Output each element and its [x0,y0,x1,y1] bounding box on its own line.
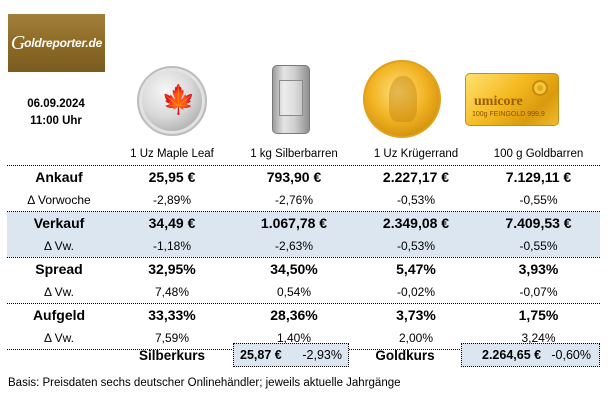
table-cell: 1,40% [276,330,312,345]
table-cell: 34,50% [270,261,318,278]
table-row-verkauf: Verkauf 34,49 € 1.067,78 € 2.349,08 € 7.… [7,212,600,235]
row-label: Δ Vw. [43,238,75,253]
table-cell: -2,89% [152,192,192,207]
bar-brand: umicore [474,94,523,109]
column-header-maple-leaf: 1 Uz Maple Leaf [130,148,214,160]
table-cell: 3,73% [396,307,436,324]
table-cell: 33,33% [148,307,196,324]
row-label: Ankauf [35,169,83,186]
table-cell: 2.227,17 € [382,169,450,186]
table-cell: -0,02% [396,284,436,299]
table-cell: -0,55% [519,192,558,207]
ankauf-group: Ankauf 25,95 € 793,90 € 2.227,17 € 7.129… [7,165,600,211]
silberkurs-label: Silberkurs [138,347,206,363]
table-cell: -2,63% [274,238,314,253]
row-label: Verkauf [33,215,85,232]
table-cell: 3,24% [521,330,556,345]
table-cell: 7,48% [154,284,190,299]
goldkurs-box: 2.264,65 € -0,60% [461,343,600,367]
row-label: Spread [35,261,83,278]
table-row-spread: Spread 32,95% 34,50% 5,47% 3,93% [7,258,600,281]
table-row-ankauf: Ankauf 25,95 € 793,90 € 2.227,17 € 7.129… [7,166,600,189]
table-cell: 1,75% [518,307,559,324]
table-cell: -0,07% [519,284,558,299]
table-row-verkauf-delta: Δ Vw. -1,18% -2,63% -0,53% -0,55% [7,234,600,257]
table-cell: -1,18% [152,238,192,253]
timestamp: 06.09.2024 11:00 Uhr [12,96,100,130]
gold-krugerrand-coin-icon [363,60,441,138]
column-header-kruegerrand: 1 Uz Krügerrand [373,148,459,160]
table-cell: 28,36% [270,307,318,324]
silberkurs-price: 25,87 € [240,348,282,362]
table-cell: 793,90 € [266,169,322,186]
date: 06.09.2024 [27,98,85,110]
table-cell: 1.067,78 € [260,215,328,232]
table-cell: 0,54% [276,284,312,299]
table-row-spread-delta: Δ Vw. 7,48% 0,54% -0,02% -0,07% [7,281,600,304]
table-row-aufgeld: Aufgeld 33,33% 28,36% 3,73% 1,75% [7,304,600,327]
verkauf-group: Verkauf 34,49 € 1.067,78 € 2.349,08 € 7.… [7,211,600,257]
table-cell: -0,55% [519,238,558,253]
table-cell: 32,95% [148,261,196,278]
goldkurs-change: -0,60% [551,348,591,362]
row-label: Δ Vw. [43,330,75,345]
table-cell: 2,00% [398,330,434,345]
goldkurs-label: Goldkurs [375,347,435,363]
silberkurs-box: 25,87 € -2,93% [233,343,349,367]
column-header-goldbarren: 100 g Goldbarren [493,148,584,160]
table-cell: 7.129,11 € [505,169,572,186]
table-cell: 25,95 € [148,169,196,186]
table-cell: 2.349,08 € [382,215,450,232]
time: 11:00 Uhr [30,115,82,127]
table-cell: 5,47% [396,261,436,278]
row-label: Δ Vorwoche [27,192,91,207]
table-cell: 34,49 € [148,215,196,232]
goldkurs-price: 2.264,65 € [482,348,542,362]
bar-text: 100g FEINGOLD 999,9 [472,111,545,118]
logo-initial: G [10,31,26,54]
row-label: Δ Vw. [43,284,75,299]
table-cell: 7.409,53 € [505,215,572,232]
aufgeld-group: Aufgeld 33,33% 28,36% 3,73% 1,75% Δ Vw. … [7,303,600,349]
column-header-silberbarren: 1 kg Silberbarren [250,148,338,160]
table-cell: 7,59% [154,330,190,345]
table-cell: -0,53% [396,238,436,253]
spot-price-row: Silberkurs 25,87 € -2,93% Goldkurs 2.264… [7,343,600,367]
table-row-aufgeld-delta: Δ Vw. 7,59% 1,40% 2,00% 3,24% [7,327,600,350]
price-table: Ankauf 25,95 € 793,90 € 2.227,17 € 7.129… [7,165,600,350]
table-row-ankauf-delta: Δ Vorwoche -2,89% -2,76% -0,53% -0,55% [7,189,600,212]
row-label: Aufgeld [32,307,86,324]
spread-group: Spread 32,95% 34,50% 5,47% 3,93% Δ Vw. 7… [7,257,600,303]
silver-maple-leaf-coin-icon: 🍁 [137,66,207,136]
table-cell: 3,93% [518,261,559,278]
table-cell: -0,53% [396,192,436,207]
logo-text: oldreporter.de [24,36,103,50]
silberkurs-change: -2,93% [302,348,342,362]
footnote: Basis: Preisdaten sechs deutscher Online… [8,377,401,389]
table-cell: -2,76% [274,192,314,207]
gold-bar-icon: umicore 100g FEINGOLD 999,9 [465,73,559,126]
silver-bar-icon [272,65,310,134]
